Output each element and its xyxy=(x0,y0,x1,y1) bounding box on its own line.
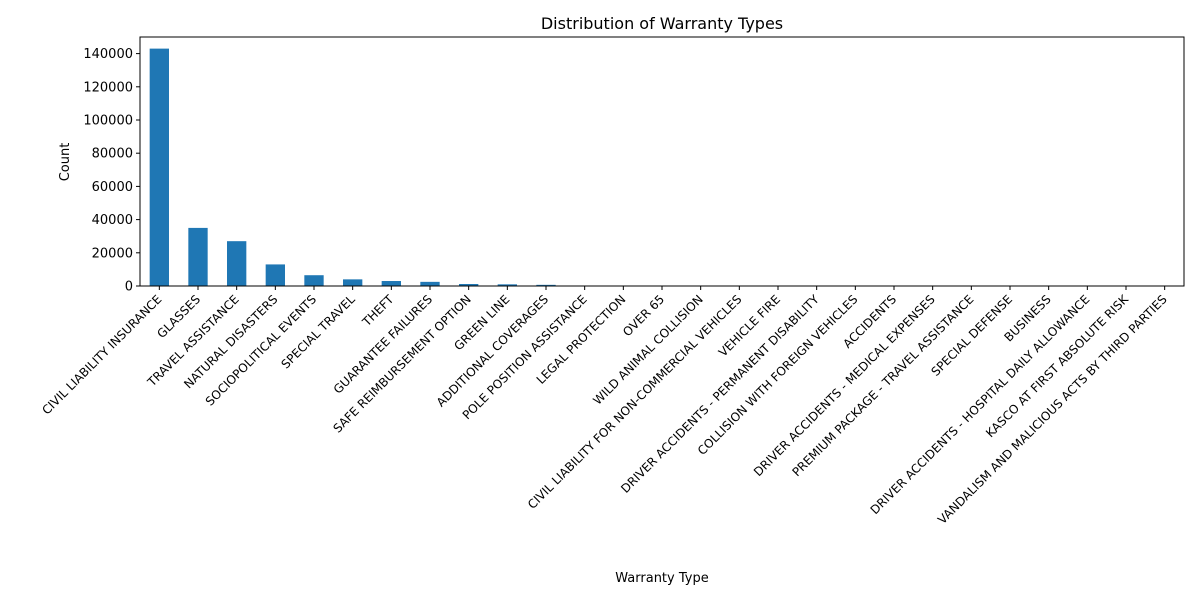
x-tick-label: PREMIUM PACKAGE - TRAVEL ASSISTANCE xyxy=(789,292,976,479)
bar xyxy=(150,49,169,286)
y-tick-label: 40000 xyxy=(92,213,133,228)
bar xyxy=(188,228,207,286)
x-axis-label: Warranty Type xyxy=(615,571,708,586)
x-tick-label: DRIVER ACCIDENTS - MEDICAL EXPENSES xyxy=(751,292,938,479)
bar xyxy=(304,275,323,286)
y-axis-ticks: 0 20000 40000 60000 80000 100000 120000 140000 xyxy=(83,47,140,294)
x-tick-label: KASCO AT FIRST ABSOLUTE RISK xyxy=(983,291,1132,440)
plot-frame xyxy=(140,37,1184,286)
y-tick-label: 0 xyxy=(125,280,133,295)
x-tick-label: SAFE REIMBURSEMENT OPTION xyxy=(330,292,473,435)
y-tick-label: 140000 xyxy=(83,47,133,62)
x-tick-label: CIVIL LIABILITY INSURANCE xyxy=(39,292,164,417)
x-tick-label: THEFT xyxy=(359,292,397,330)
bar xyxy=(227,241,246,286)
y-tick-label: 120000 xyxy=(83,80,133,95)
x-tick-label: SPECIAL TRAVEL xyxy=(278,292,358,372)
chart-title: Distribution of Warranty Types xyxy=(541,14,783,33)
y-axis-label: Count xyxy=(58,143,73,182)
bar xyxy=(382,281,401,286)
bar xyxy=(343,279,362,286)
bars-layer xyxy=(150,49,1175,286)
y-tick-label: 20000 xyxy=(92,246,133,261)
y-tick-label: 100000 xyxy=(83,114,133,129)
y-tick-label: 60000 xyxy=(92,180,133,195)
bar xyxy=(266,264,285,286)
bar xyxy=(420,282,439,286)
y-tick-label: 80000 xyxy=(92,147,133,162)
